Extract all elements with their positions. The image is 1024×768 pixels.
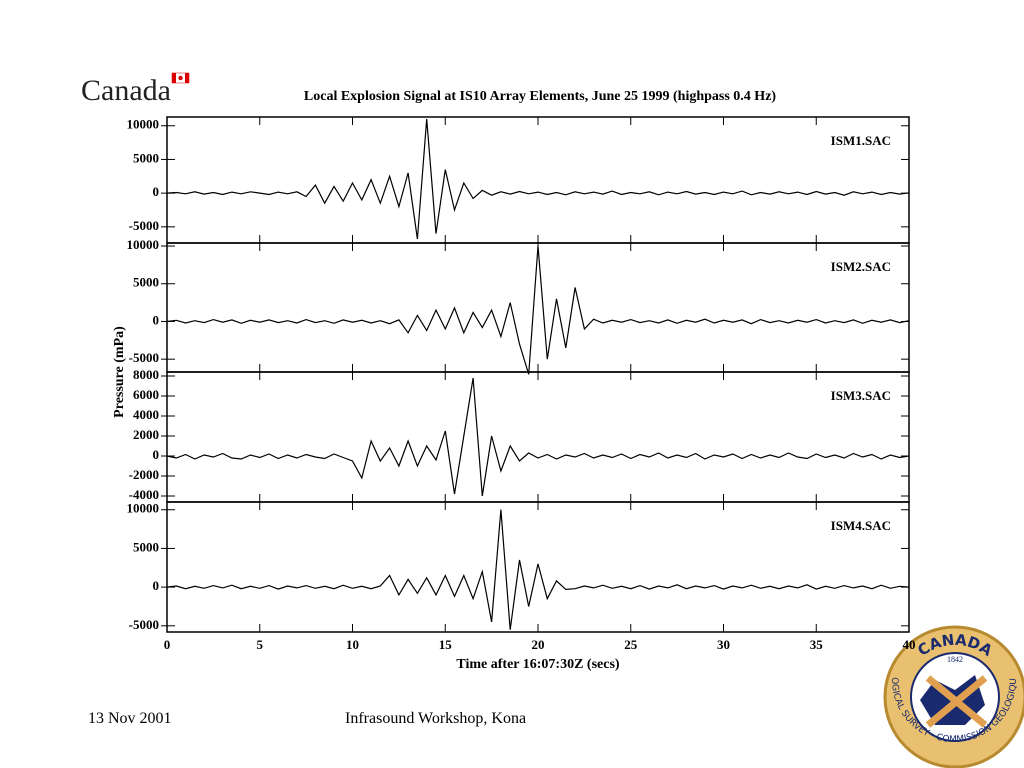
y-axis-label: Pressure (mPa): [112, 326, 127, 418]
trace-label: ISM1.SAC: [831, 133, 891, 148]
y-tick-label: 0: [153, 184, 160, 199]
y-tick-label: -5000: [129, 350, 159, 365]
logo-flag: [171, 72, 190, 84]
panel-frame: [166, 242, 910, 373]
y-tick-label: 5000: [133, 150, 159, 165]
x-tick-label: 5: [257, 637, 264, 652]
y-tick-label: 4000: [133, 407, 159, 422]
trace-label: ISM3.SAC: [831, 388, 891, 403]
x-tick-label: 30: [717, 637, 730, 652]
panel-frame: [166, 116, 910, 244]
x-tick-label: 40: [903, 637, 916, 652]
y-tick-label: -5000: [129, 218, 159, 233]
y-tick-label: 10000: [127, 501, 160, 516]
y-tick-label: 5000: [133, 539, 159, 554]
trace: [166, 509, 910, 630]
y-tick-label: 2000: [133, 427, 159, 442]
logo-wordmark: Canada: [81, 74, 171, 107]
y-tick-label: 8000: [133, 367, 159, 382]
y-tick-label: 6000: [133, 387, 159, 402]
footer-event: Infrasound Workshop, Kona: [345, 710, 526, 727]
y-tick-label: 5000: [133, 275, 159, 290]
x-tick-label: 35: [810, 637, 824, 652]
chart-title: Local Explosion Signal at IS10 Array Ele…: [304, 89, 777, 104]
y-tick-label: 10000: [127, 237, 160, 252]
trace: [166, 245, 910, 375]
trace: [166, 118, 910, 240]
trace-label: ISM2.SAC: [831, 259, 891, 274]
y-tick-label: -2000: [129, 467, 159, 482]
seal-year: 1842: [947, 655, 963, 664]
panel-frame: [166, 371, 910, 503]
x-tick-label: 25: [624, 637, 638, 652]
y-tick-label: -4000: [129, 487, 159, 502]
trace: [166, 377, 910, 497]
y-tick-label: 0: [153, 447, 160, 462]
x-axis-label: Time after 16:07:30Z (secs): [456, 657, 619, 672]
x-tick-label: 0: [164, 637, 171, 652]
y-tick-label: 10000: [127, 117, 160, 132]
y-tick-label: 0: [153, 578, 160, 593]
x-tick-label: 20: [532, 637, 545, 652]
x-tick-label: 15: [439, 637, 453, 652]
panel-frame: [166, 501, 910, 633]
y-tick-label: -5000: [129, 617, 159, 632]
y-tick-label: 0: [153, 312, 160, 327]
trace-label: ISM4.SAC: [831, 518, 891, 533]
x-tick-label: 10: [346, 637, 359, 652]
footer-date: 13 Nov 2001: [88, 710, 172, 727]
